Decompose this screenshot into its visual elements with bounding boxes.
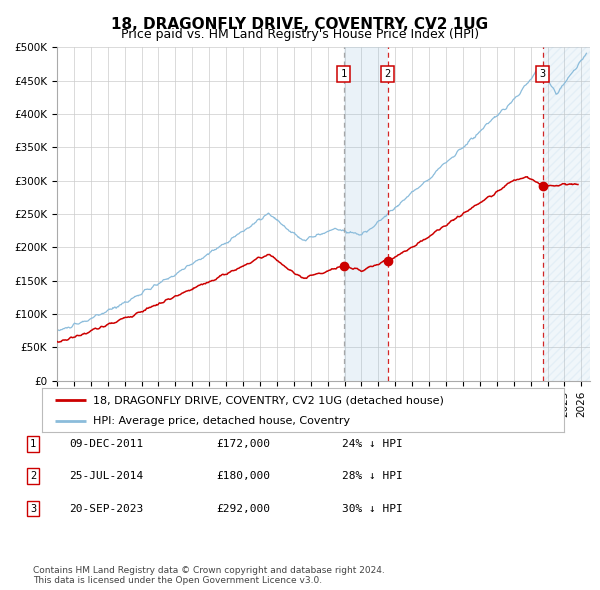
Text: 2: 2 — [385, 69, 391, 79]
Text: 1: 1 — [340, 69, 347, 79]
Text: 24% ↓ HPI: 24% ↓ HPI — [342, 439, 403, 448]
Text: 2: 2 — [30, 471, 36, 481]
Text: HPI: Average price, detached house, Coventry: HPI: Average price, detached house, Cove… — [93, 416, 350, 426]
Text: £172,000: £172,000 — [216, 439, 270, 448]
Text: Contains HM Land Registry data © Crown copyright and database right 2024.
This d: Contains HM Land Registry data © Crown c… — [33, 566, 385, 585]
Text: £292,000: £292,000 — [216, 504, 270, 513]
Text: 1: 1 — [30, 439, 36, 448]
Bar — [344, 47, 388, 381]
Text: 30% ↓ HPI: 30% ↓ HPI — [342, 504, 403, 513]
Bar — [543, 47, 590, 381]
Text: 18, DRAGONFLY DRIVE, COVENTRY, CV2 1UG (detached house): 18, DRAGONFLY DRIVE, COVENTRY, CV2 1UG (… — [93, 395, 444, 405]
Text: £180,000: £180,000 — [216, 471, 270, 481]
Text: 18, DRAGONFLY DRIVE, COVENTRY, CV2 1UG: 18, DRAGONFLY DRIVE, COVENTRY, CV2 1UG — [112, 17, 488, 31]
Text: 09-DEC-2011: 09-DEC-2011 — [69, 439, 143, 448]
Text: 25-JUL-2014: 25-JUL-2014 — [69, 471, 143, 481]
Text: 3: 3 — [539, 69, 546, 79]
Text: 3: 3 — [30, 504, 36, 513]
Text: 20-SEP-2023: 20-SEP-2023 — [69, 504, 143, 513]
Text: Price paid vs. HM Land Registry's House Price Index (HPI): Price paid vs. HM Land Registry's House … — [121, 28, 479, 41]
Text: 28% ↓ HPI: 28% ↓ HPI — [342, 471, 403, 481]
